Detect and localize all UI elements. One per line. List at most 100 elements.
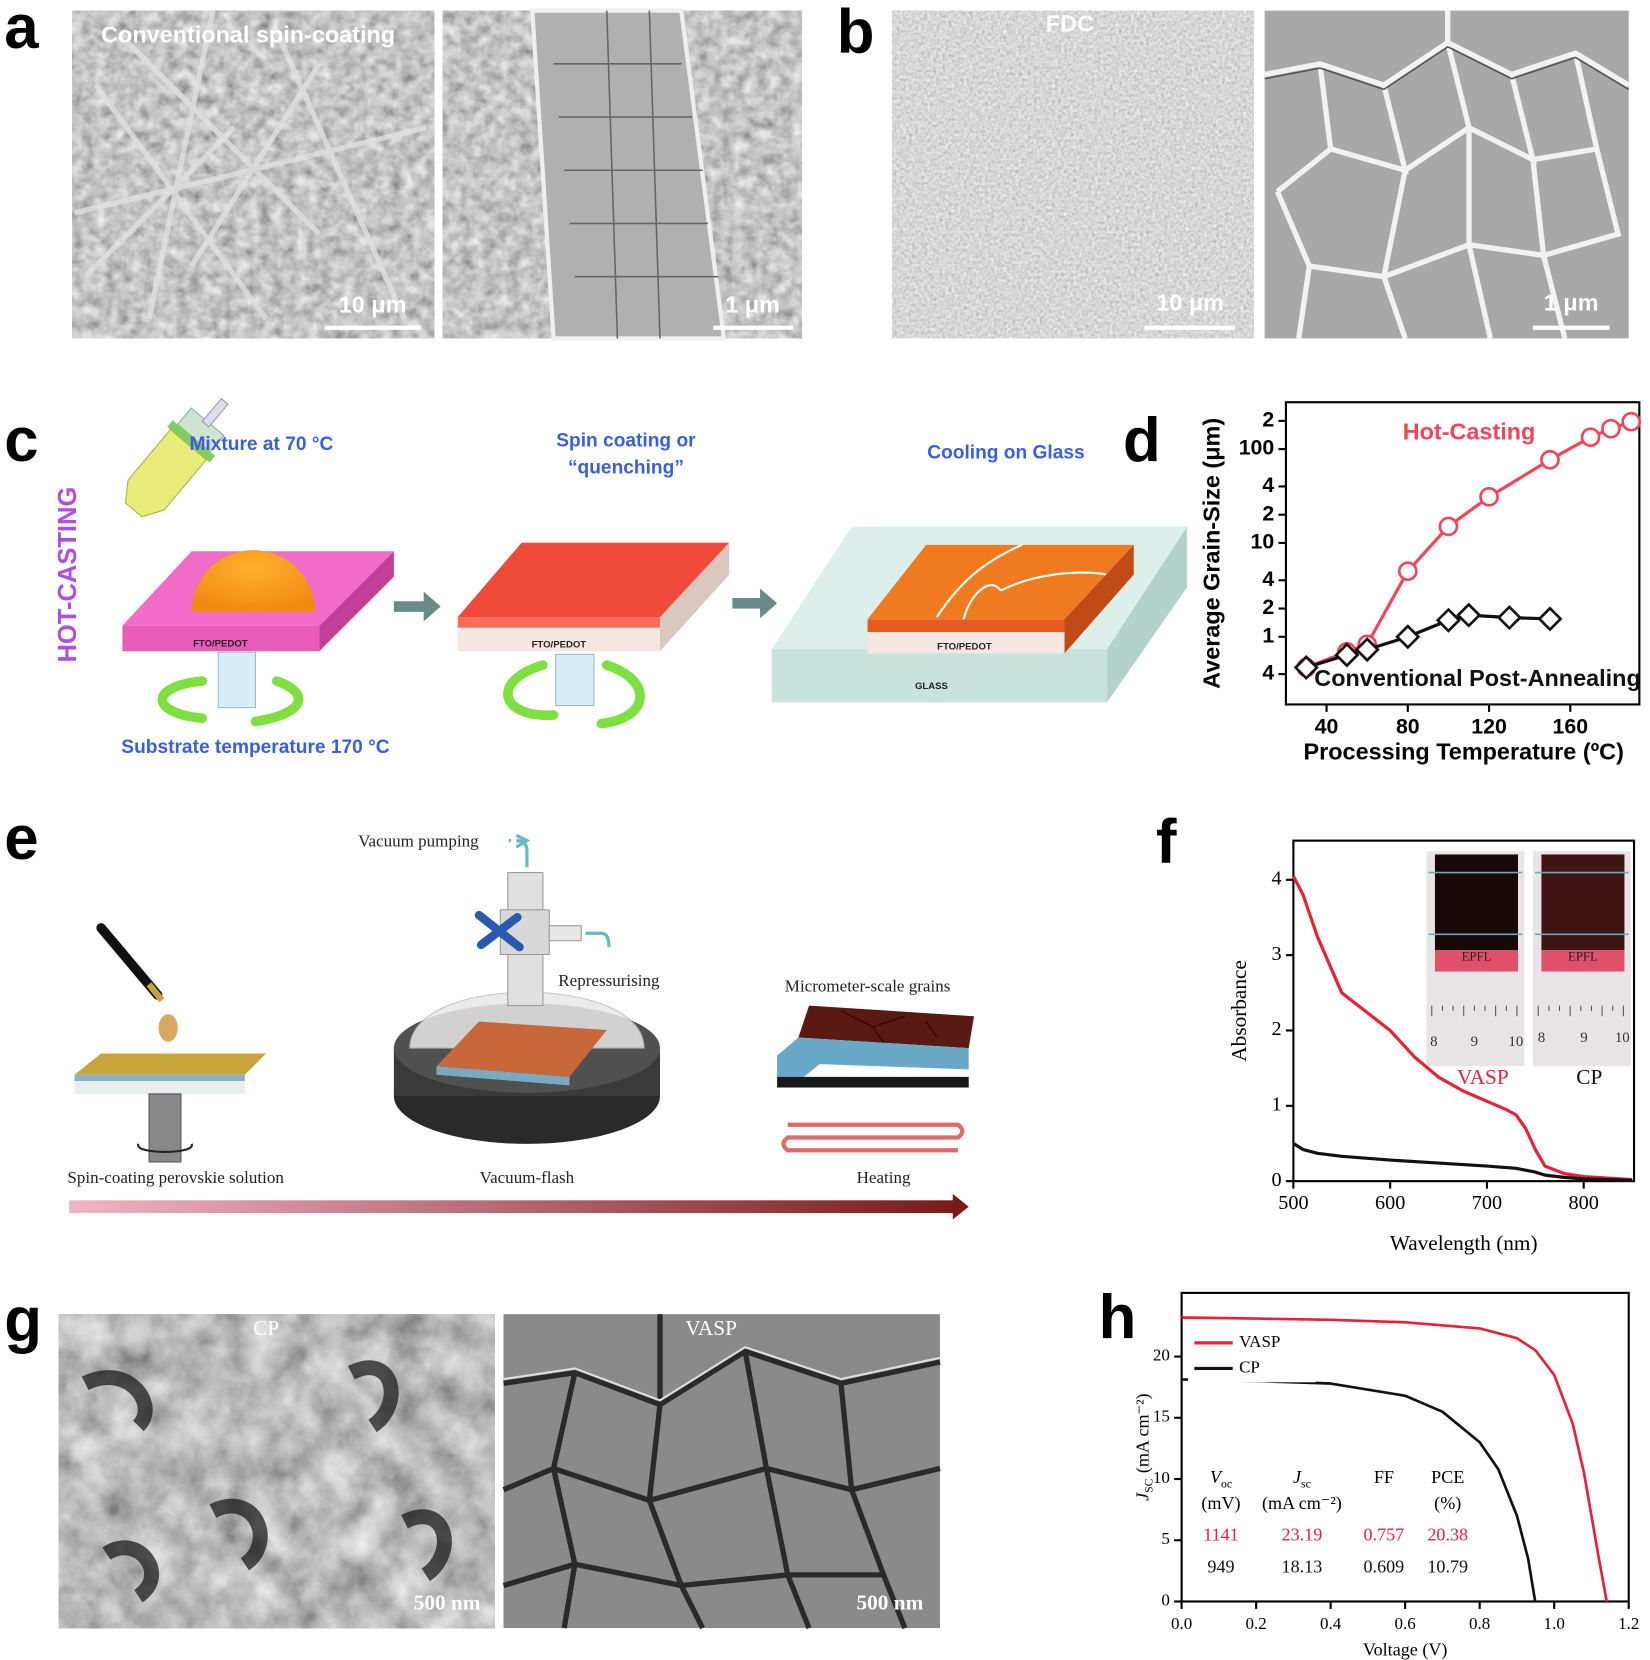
marker — [1397, 561, 1418, 582]
ruler-label: 10 — [1508, 1034, 1523, 1050]
layer-label: FTO/PEDOT — [532, 639, 587, 650]
header-subscript: oc — [1221, 1477, 1232, 1490]
x-tick-label: 0.2 — [1245, 1614, 1266, 1633]
marker — [1479, 486, 1499, 507]
scale-bar-label: 500 nm — [414, 1591, 481, 1615]
table-cell: 10.79 — [1427, 1557, 1468, 1577]
diagram-e-part — [96, 923, 163, 1000]
x-tick-label: 0.4 — [1320, 1614, 1342, 1633]
y-tick-label: 2 — [1262, 595, 1274, 619]
y-tick-label: 3 — [1272, 943, 1282, 965]
diagram-e-part — [781, 1122, 965, 1153]
diagram-c-part — [867, 619, 1065, 633]
diagram-e-part — [585, 931, 611, 948]
scale-bar-label: 500 nm — [857, 1591, 924, 1615]
diagram-c-part — [457, 627, 660, 652]
table-cell: 0.757 — [1364, 1525, 1405, 1545]
table-cell: 23.19 — [1282, 1525, 1323, 1545]
sem-image-g1-part — [81, 1360, 452, 1603]
series-label: VASP — [1457, 1065, 1509, 1089]
diagram-e-part — [798, 1005, 975, 1049]
x-tick-label: 120 — [1471, 714, 1506, 738]
scale-bar-label: 1 μm — [1544, 290, 1599, 316]
inset-photos-part — [1541, 854, 1625, 951]
diagram-c-part — [1107, 526, 1187, 703]
diagram-label: Vacuum pumping — [358, 832, 479, 851]
diagram-c-part — [217, 651, 257, 709]
layer-label: FTO/PEDOT — [193, 638, 248, 649]
x-tick-label: 160 — [1553, 714, 1588, 738]
marker — [1354, 637, 1380, 663]
x-tick-label: 0.8 — [1469, 1614, 1490, 1633]
diagram-e-part — [840, 1010, 938, 1044]
diagram-e-labels: Vacuum pumping Repressurising Micrometer… — [67, 832, 950, 1187]
y-tick-label: 10 — [1153, 1468, 1170, 1487]
panel-label: g — [4, 1286, 42, 1355]
syringe-part — [201, 397, 229, 428]
plot-frame — [1284, 401, 1641, 706]
diagram-e-part — [74, 1074, 245, 1082]
y-tick-label: 20 — [1153, 1345, 1170, 1364]
table-header: FF — [1374, 1467, 1394, 1487]
diagram-e-part — [952, 1193, 969, 1220]
sem-image-a1-part — [72, 10, 435, 339]
diagram-label: Repressurising — [558, 971, 660, 990]
inset-photos-part — [1434, 854, 1518, 951]
diagram-label: Heating — [857, 1168, 911, 1187]
syringe-part — [124, 428, 208, 518]
photo-text: EPFL — [1568, 950, 1598, 964]
syringe — [124, 397, 229, 518]
header-symbol: FF — [1374, 1467, 1394, 1487]
series-label: Hot-Casting — [1403, 418, 1536, 444]
marker — [1334, 642, 1360, 668]
x-tick-label: 500 — [1278, 1192, 1308, 1214]
chart: 0.0 0.2 0.4 0.6 0.8 1.0 1.2 0 5 10 15 20 Voltage (V)… — [1133, 1291, 1639, 1660]
panel-label: c — [4, 406, 38, 475]
label-subscript: SC — [1142, 1478, 1155, 1493]
diagram-c-part — [555, 653, 595, 707]
inset-photos-part — [1541, 950, 1625, 972]
sem-image-g2 — [502, 1314, 941, 1630]
marker — [1293, 655, 1319, 681]
diagram-c-part — [122, 625, 320, 652]
diagram-c-part — [457, 617, 660, 628]
diagram-e-part — [777, 1037, 969, 1077]
panel-label: h — [1099, 1283, 1137, 1352]
diagram-c-part — [191, 550, 316, 612]
diagram-e-part — [137, 1143, 193, 1153]
y-axis-label: Absorbance — [1227, 960, 1251, 1062]
y-tick-label: 4 — [1262, 473, 1274, 497]
y-axis-label: Average Grain-Size (μm) — [1199, 418, 1225, 689]
sem-image-b1-part — [892, 10, 1254, 339]
y-tick-label: 2 — [1262, 501, 1274, 525]
inset-photos-part — [1434, 950, 1518, 972]
y-tick-label: 2 — [1272, 1018, 1282, 1040]
legend-box — [1188, 1329, 1316, 1383]
series-line — [1305, 420, 1632, 670]
diagram-c-part — [732, 588, 778, 619]
panel-labels: a b c d e f g h — [4, 0, 1177, 1355]
y-tick-label: 4 — [1262, 661, 1274, 685]
series-label: CP — [1576, 1065, 1602, 1089]
header-subscript: sc — [1301, 1477, 1311, 1490]
table-cell: 18.13 — [1282, 1557, 1323, 1577]
y-tick-label: 0 — [1272, 1169, 1282, 1191]
legend-label: VASP — [1239, 1332, 1280, 1351]
diagram-c-part — [867, 632, 1065, 654]
diagram-c-part — [319, 551, 394, 652]
sem-image-b1 — [892, 10, 1254, 339]
y-tick-label: 100 — [1239, 436, 1274, 460]
diagram-c-part — [503, 660, 645, 729]
sem-image-b2-part — [1264, 45, 1630, 91]
diagram-c-part — [393, 591, 441, 622]
y-tick-label: 2 — [1262, 407, 1274, 431]
diagram-e-part — [508, 839, 529, 868]
x-tick-label: 800 — [1569, 1192, 1599, 1214]
diagram-e-part — [499, 909, 550, 956]
sem-image-b2 — [1264, 10, 1631, 340]
label-unit: (mA cm⁻²) — [1133, 1393, 1154, 1473]
panel-label: b — [837, 0, 875, 66]
table-header-unit: (mA cm⁻²) — [1262, 1493, 1342, 1514]
